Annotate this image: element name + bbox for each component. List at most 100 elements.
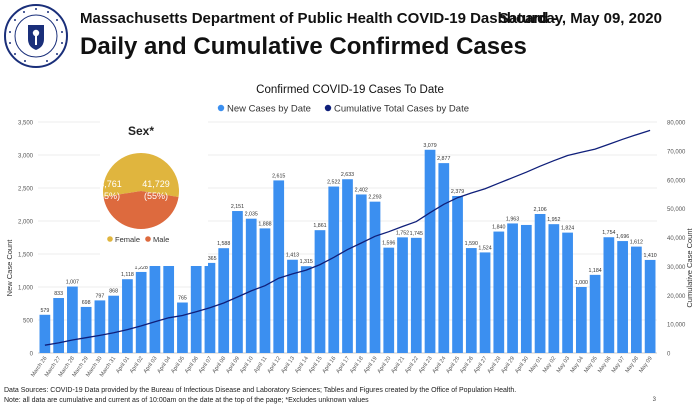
y-tick-label: 1,000 <box>18 286 34 292</box>
pie-male-pct: (45%) <box>96 191 120 201</box>
bar <box>245 218 257 353</box>
bar <box>273 180 285 353</box>
dashboard-agency-title: Massachusetts Department of Public Healt… <box>80 10 558 27</box>
y2-tick-label: 0 <box>667 352 671 358</box>
bar-data-label: 1,963 <box>506 216 519 222</box>
bar <box>135 271 147 353</box>
bar <box>397 237 408 353</box>
pie-female-value: 41,729 <box>142 179 170 189</box>
bar <box>149 258 161 353</box>
bar <box>67 286 78 353</box>
bar <box>424 149 436 353</box>
bar <box>300 266 312 353</box>
bar <box>122 279 133 353</box>
bar-data-label: 2,402 <box>355 187 368 193</box>
bar <box>287 259 298 353</box>
page-title: Daily and Cumulative Confirmed Cases <box>80 33 527 60</box>
bar-data-label: 1,588 <box>217 241 230 247</box>
bar-data-label: 1,888 <box>258 221 271 227</box>
bar <box>80 306 92 353</box>
bar-data-label: 2,877 <box>437 156 450 162</box>
y2-tick-label: 80,000 <box>667 121 686 127</box>
bar <box>562 232 573 353</box>
bar-data-label: 1,315 <box>300 259 313 265</box>
sex-pie-panel: Sex* 33,761 (45%) 41,729 (55%) Female Ma… <box>94 120 208 266</box>
legend-bar-label: New Cases by Date <box>227 104 311 115</box>
y2-tick-label: 10,000 <box>667 323 686 329</box>
commonwealth-seal-icon <box>4 4 68 68</box>
bar-data-label: 868 <box>109 289 118 295</box>
y2-tick-label: 60,000 <box>667 178 686 184</box>
bar <box>177 302 188 353</box>
bar-data-label: 1,410 <box>643 253 656 259</box>
chart-title: Confirmed COVID-19 Cases To Date <box>256 84 444 96</box>
y2-axis-label: Cumulative Case Count <box>685 227 694 307</box>
y-tick-label: 2,000 <box>18 220 34 226</box>
report-date: Saturday, May 09, 2020 <box>498 10 662 27</box>
bar-data-label: 1,752 <box>396 230 409 236</box>
bar-data-label: 2,522 <box>327 180 340 186</box>
bar <box>452 195 463 353</box>
bar-data-label: 1,754 <box>602 230 615 236</box>
bar-data-label: 698 <box>82 300 91 306</box>
bar-data-label: 1,824 <box>561 226 574 232</box>
y-tick-label: 500 <box>23 319 34 325</box>
bar-data-label: 1,840 <box>492 225 505 231</box>
pie-legend-female-label: Female <box>115 235 140 244</box>
bar <box>232 211 243 353</box>
cumulative-line <box>44 129 651 346</box>
pie-legend-male-label: Male <box>153 235 169 244</box>
bar-data-label: 833 <box>54 291 63 297</box>
bar <box>589 274 601 353</box>
bar <box>163 264 175 353</box>
y2-tick-label: 50,000 <box>667 207 686 213</box>
footer-notes: Data Sources: COVID-19 Data provided by … <box>4 386 516 406</box>
x-tick-label: April 30 <box>514 356 530 375</box>
bar-data-label: 1,365 <box>203 256 216 262</box>
bar-data-label: 2,633 <box>341 172 354 178</box>
bar <box>507 223 518 353</box>
bar <box>479 252 491 353</box>
bar-data-label: 3,079 <box>423 143 436 149</box>
footer-note: Note: all data are cumulative and curren… <box>4 397 369 404</box>
bar <box>53 298 64 353</box>
pie-legend-female-marker <box>107 236 113 242</box>
bar-data-label: 1,861 <box>313 223 326 229</box>
bar <box>575 287 587 353</box>
footer-data-sources: Data Sources: COVID-19 Data provided by … <box>4 387 517 394</box>
bar-data-label: 1,612 <box>630 240 643 246</box>
bar-data-label: 2,151 <box>231 204 244 210</box>
pie-slice-male <box>103 191 179 229</box>
y2-tick-label: 30,000 <box>667 265 686 271</box>
bar-data-label: 1,524 <box>478 245 491 251</box>
bar-data-label: 2,106 <box>533 207 546 213</box>
y2-tick-label: 70,000 <box>667 149 686 155</box>
bar-data-label: 1,118 <box>121 272 134 278</box>
bar-data-label: 1,696 <box>616 234 629 240</box>
y-tick-label: 3,500 <box>18 121 34 127</box>
bar <box>603 237 615 353</box>
bar-data-label: 2,615 <box>272 173 285 179</box>
legend-bar-marker <box>217 104 225 112</box>
pie-female-pct: (55%) <box>144 191 168 201</box>
bar <box>39 314 51 353</box>
bar <box>328 186 340 353</box>
y-tick-label: 0 <box>30 352 34 358</box>
cases-chart: Confirmed COVID-19 Cases To Date New Cas… <box>5 84 694 378</box>
y-axis-label: New Case Count <box>5 239 14 297</box>
legend-line-label: Cumulative Total Cases by Date <box>334 104 469 115</box>
bar <box>520 224 532 353</box>
bar-data-label: 1,184 <box>588 268 601 274</box>
bar <box>355 194 367 353</box>
bar-data-label: 579 <box>40 308 49 314</box>
bar <box>493 231 505 353</box>
bar <box>631 246 642 353</box>
chart-legend: New Cases by Date Cumulative Total Cases… <box>217 104 469 115</box>
bar-data-label: 2,379 <box>451 189 464 195</box>
bar-data-label: 765 <box>178 296 187 302</box>
pie-slice-female <box>103 153 179 197</box>
bar <box>314 230 326 353</box>
page-number: 3 <box>652 397 656 403</box>
bar <box>410 237 422 353</box>
bar-data-label: 2,293 <box>368 195 381 201</box>
